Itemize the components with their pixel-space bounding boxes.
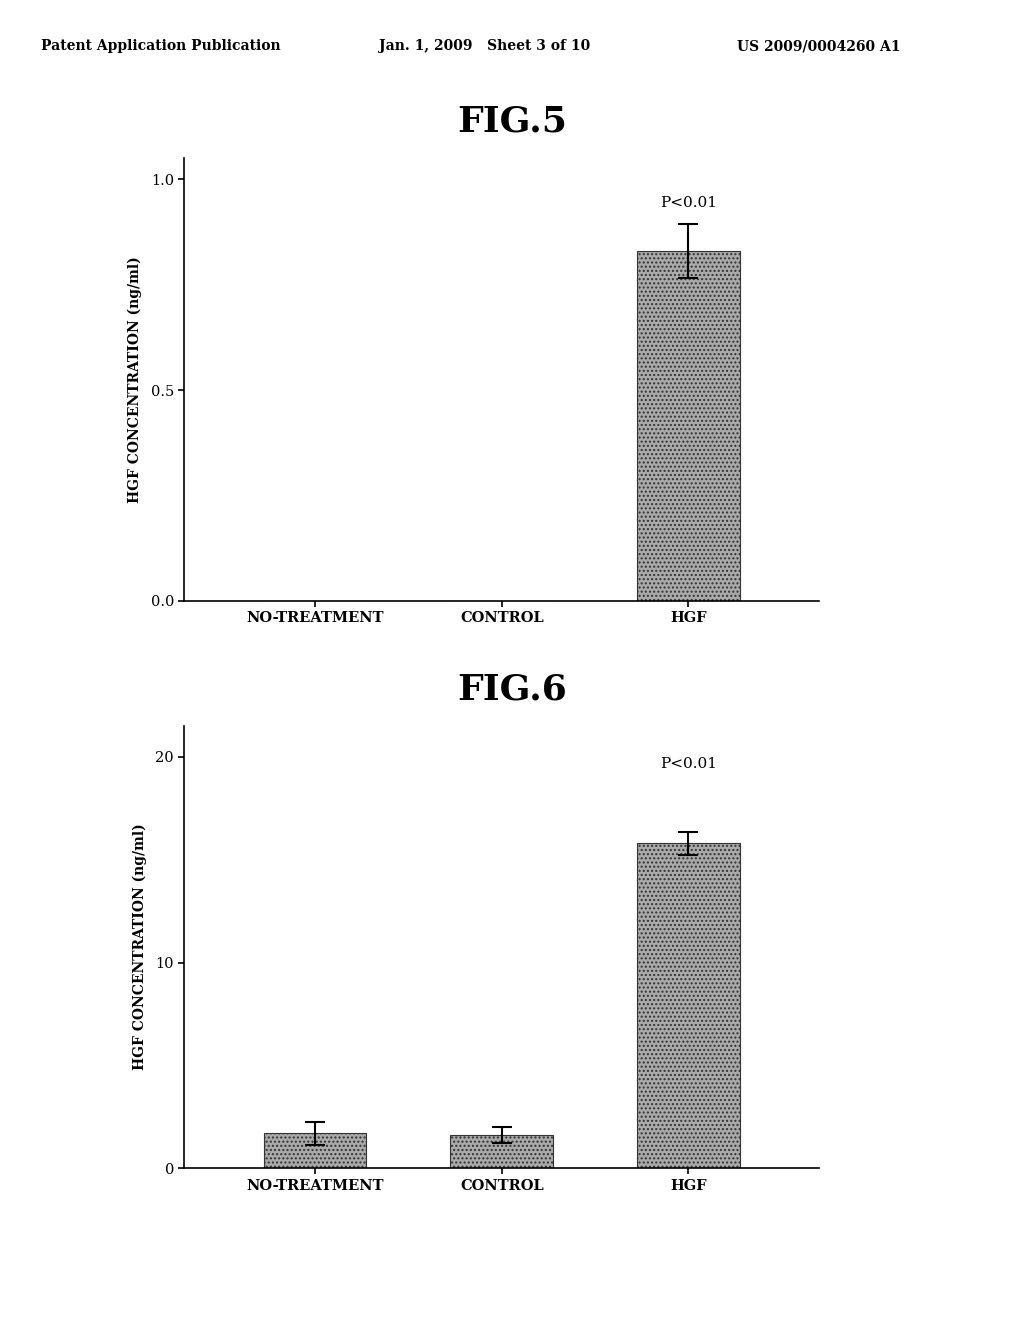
Text: Patent Application Publication: Patent Application Publication <box>41 40 281 53</box>
Text: Jan. 1, 2009   Sheet 3 of 10: Jan. 1, 2009 Sheet 3 of 10 <box>379 40 590 53</box>
Bar <box>637 843 739 1168</box>
Bar <box>263 1134 367 1168</box>
Bar <box>451 1135 553 1168</box>
Bar <box>637 251 739 601</box>
Y-axis label: HGF CONCENTRATION (ng/ml): HGF CONCENTRATION (ng/ml) <box>132 824 147 1071</box>
Text: FIG.5: FIG.5 <box>457 104 567 139</box>
Text: FIG.6: FIG.6 <box>457 672 567 706</box>
Y-axis label: HGF CONCENTRATION (ng/ml): HGF CONCENTRATION (ng/ml) <box>128 256 142 503</box>
Text: US 2009/0004260 A1: US 2009/0004260 A1 <box>737 40 901 53</box>
Text: P<0.01: P<0.01 <box>660 756 717 771</box>
Text: P<0.01: P<0.01 <box>660 197 717 210</box>
